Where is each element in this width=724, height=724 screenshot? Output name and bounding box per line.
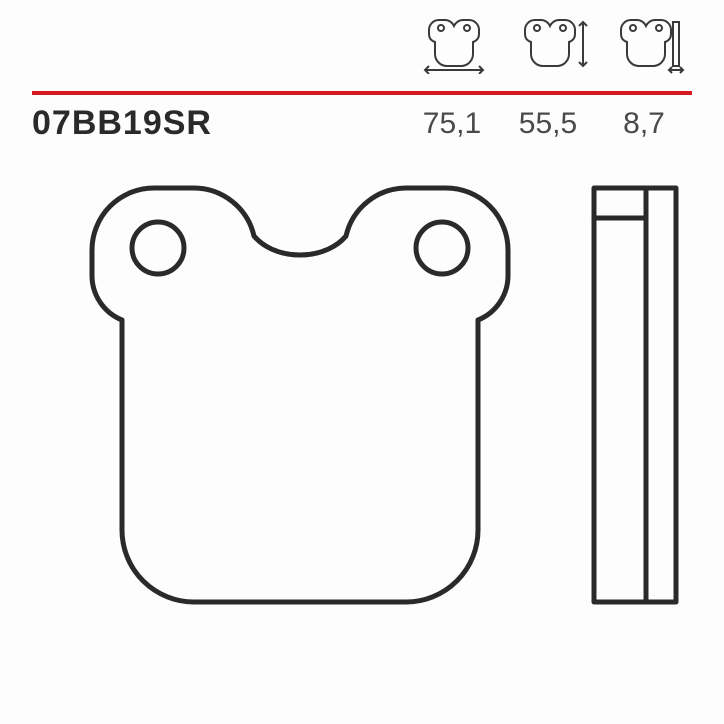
pad-hole-right: [416, 222, 468, 274]
brake-pad-width-icon: [415, 16, 493, 74]
brake-pad-thickness-icon: [607, 16, 685, 74]
dim-height-value: 55,5: [500, 107, 596, 141]
divider-ruler: [32, 82, 692, 86]
pad-front-outline: [92, 188, 508, 602]
dim-icon-height: [508, 14, 592, 74]
pad-side-view: [594, 188, 676, 602]
brake-pad-diagram: [40, 180, 684, 680]
pad-hole-left: [132, 222, 184, 274]
dim-thickness-value: 8,7: [596, 107, 692, 141]
dim-icon-thickness: [604, 14, 688, 74]
brake-pad-height-icon: [511, 16, 589, 74]
brake-pad-svg: [40, 180, 684, 680]
header-row: 07BB19SR 75,1 55,5 8,7: [32, 104, 692, 143]
product-spec-card: 07BB19SR 75,1 55,5 8,7: [0, 0, 724, 724]
product-code: 07BB19SR: [32, 104, 212, 143]
dimension-values: 75,1 55,5 8,7: [404, 107, 692, 141]
dim-width-value: 75,1: [404, 107, 500, 141]
dimension-icon-row: [412, 14, 688, 74]
dim-icon-width: [412, 14, 496, 74]
